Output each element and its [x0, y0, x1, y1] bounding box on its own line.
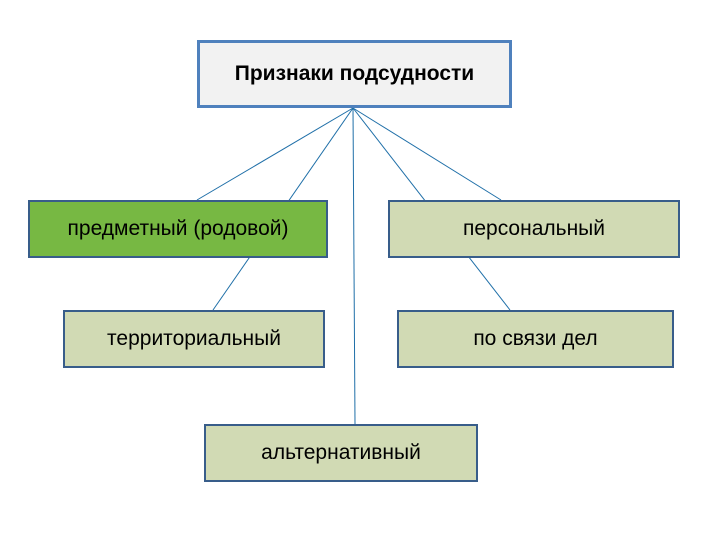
node-label: альтернативный: [261, 441, 421, 465]
node-label: по связи дел: [473, 327, 597, 351]
node-alternativny: альтернативный: [204, 424, 478, 482]
node-territorialny: территориальный: [63, 310, 325, 368]
node-po-svyazi: по связи дел: [397, 310, 674, 368]
edge-n1: [197, 108, 353, 200]
node-label: персональный: [463, 217, 605, 241]
node-label: предметный (родовой): [68, 217, 289, 241]
node-personalny: персональный: [388, 200, 680, 258]
root-node: Признаки подсудности: [197, 40, 512, 108]
diagram-stage: Признаки подсудности предметный (родовой…: [0, 0, 720, 540]
node-label: территориальный: [107, 327, 281, 351]
root-label: Признаки подсудности: [235, 62, 474, 86]
node-predmetny: предметный (родовой): [28, 200, 328, 258]
edge-n2: [353, 108, 501, 200]
edge-n5: [353, 108, 355, 424]
